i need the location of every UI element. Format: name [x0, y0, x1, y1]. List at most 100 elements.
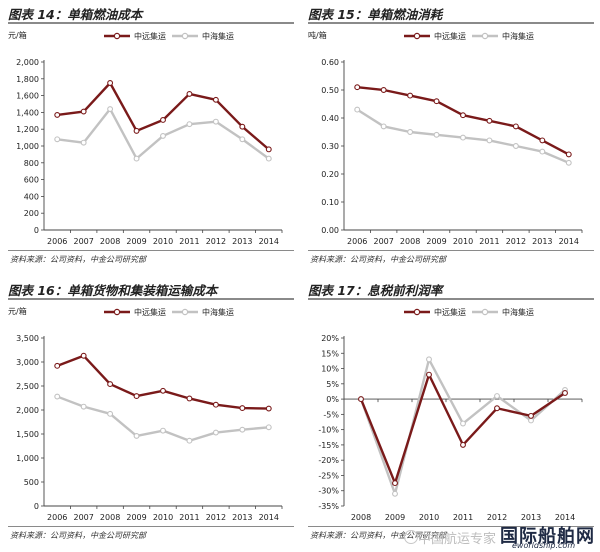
data-point: [392, 490, 398, 497]
data-point: [392, 480, 398, 487]
x-tick-label: 2014: [555, 513, 575, 522]
legend-label: 中远集运: [434, 307, 466, 317]
chart-title: 图表 15：单箱燃油消耗: [308, 7, 443, 22]
x-tick-label: 2010: [419, 513, 439, 522]
data-point: [486, 117, 493, 124]
y-tick-label: 0.30: [321, 142, 339, 151]
data-point: [160, 387, 166, 394]
x-tick-label: 2012: [206, 237, 226, 246]
x-tick-label: 2008: [400, 237, 420, 246]
y-tick-label: 400: [24, 192, 39, 201]
title-rule: [308, 298, 594, 300]
legend-label: 中远集运: [134, 31, 166, 41]
y-tick-label: 200: [24, 209, 39, 218]
x-tick-label: 2011: [179, 513, 199, 522]
legend-marker: [181, 32, 189, 40]
series-line-coscon: [357, 86, 570, 156]
y-tick-label: 0.50: [321, 86, 339, 95]
y-tick-label: 1,000: [16, 142, 39, 151]
y-tick-label: 3,000: [16, 358, 39, 367]
data-point: [133, 155, 140, 162]
panel-chart-14: 图表 14：单箱燃油成本 元/箱 中远集运 中海集运 0 200 400 600 800 1,0…: [0, 0, 300, 276]
data-point: [512, 123, 519, 130]
x-tick-label: 2011: [453, 513, 473, 522]
y-tick-label: 3,500: [16, 334, 39, 343]
series-line-coscon: [359, 373, 566, 485]
x-tick-label: 2013: [521, 513, 541, 522]
source-note: 资料来源：公司资料，中金公司研究部: [10, 255, 146, 264]
footer-rule: [8, 526, 294, 527]
y-tick-label: -5%: [323, 410, 339, 419]
data-point: [160, 132, 166, 139]
title-rule: [8, 298, 294, 300]
line-chart: 中远集运 中海集运 -35% -30% -25% -20% -15% -10% -5% 0% 5% 1…: [318, 307, 583, 522]
y-tick-label: 1,000: [16, 454, 39, 463]
data-point: [160, 427, 166, 434]
x-tick-label: 2012: [487, 513, 507, 522]
y-tick-label: 0.00: [321, 226, 339, 235]
data-point: [562, 390, 568, 396]
y-tick-label: 1,400: [16, 108, 39, 117]
footer-rule: [8, 250, 294, 251]
x-tick-label: 2012: [506, 237, 526, 246]
brand-url: eworldship.com: [512, 541, 576, 550]
y-tick-label: -10%: [318, 426, 339, 435]
data-point: [433, 98, 440, 105]
data-point: [212, 429, 219, 436]
data-point: [407, 92, 414, 99]
data-point: [160, 117, 166, 123]
data-point: [80, 139, 87, 146]
x-tick-label: 2010: [153, 513, 173, 522]
data-point: [358, 396, 364, 403]
y-tick-label: -15%: [318, 441, 339, 450]
brand-logo: 国际船舶网: [500, 526, 595, 547]
data-point: [54, 362, 61, 369]
x-tick-label: 2014: [259, 237, 279, 246]
data-point: [186, 121, 193, 128]
y-tick-label: 20%: [321, 334, 339, 343]
y-tick-label: 800: [24, 159, 39, 168]
line-chart: 元/箱 中远集运 中海集运 0 200 400 600 800 1,000 1,200 1,400 1…: [8, 30, 283, 246]
x-tick-label: 2010: [153, 237, 173, 246]
title-rule: [308, 22, 594, 24]
legend-label: 中海集运: [502, 31, 534, 41]
data-point: [539, 137, 546, 144]
y-tick-label: 1,600: [16, 92, 39, 101]
data-point: [460, 420, 466, 427]
data-point: [54, 393, 61, 400]
data-point: [380, 87, 387, 93]
legend-marker: [481, 32, 489, 40]
x-tick-label: 2006: [347, 237, 367, 246]
data-point: [54, 136, 61, 143]
x-tick-label: 2011: [179, 237, 199, 246]
data-point: [512, 143, 519, 149]
y-tick-label: 600: [24, 176, 39, 185]
title-rule: [8, 22, 294, 24]
data-point: [565, 159, 572, 166]
wechat-icon: [404, 530, 418, 544]
y-tick-label: 1,200: [16, 125, 39, 134]
data-point: [133, 393, 140, 400]
x-tick-label: 2009: [385, 513, 405, 522]
data-point: [539, 148, 546, 155]
data-point: [494, 393, 500, 399]
panel-chart-15: 图表 15：单箱燃油消耗 吨/箱 中远集运 中海集运 0.00 0.10 0.20 0.30…: [300, 0, 600, 276]
y-tick-label: -30%: [318, 487, 339, 496]
data-point: [133, 127, 140, 134]
x-tick-label: 2009: [126, 237, 146, 246]
data-point: [133, 432, 140, 439]
data-point: [265, 146, 272, 153]
x-tick-label: 2008: [351, 513, 371, 522]
watermark-text: 中国航运专家: [418, 532, 497, 547]
x-tick-label: 2009: [126, 513, 146, 522]
legend-label: 中远集运: [434, 31, 466, 41]
x-tick-label: 2007: [73, 513, 93, 522]
y-tick-label: 2,500: [16, 382, 39, 391]
y-tick-label: 2,000: [16, 406, 39, 415]
chart-title: 图表 17：息税前利润率: [308, 283, 443, 298]
data-point: [80, 403, 87, 410]
x-tick-label: 2006: [47, 513, 67, 522]
y-tick-label: 1,800: [16, 75, 39, 84]
y-tick-label: 0.60: [321, 58, 339, 67]
y-tick-label: -20%: [318, 456, 339, 465]
